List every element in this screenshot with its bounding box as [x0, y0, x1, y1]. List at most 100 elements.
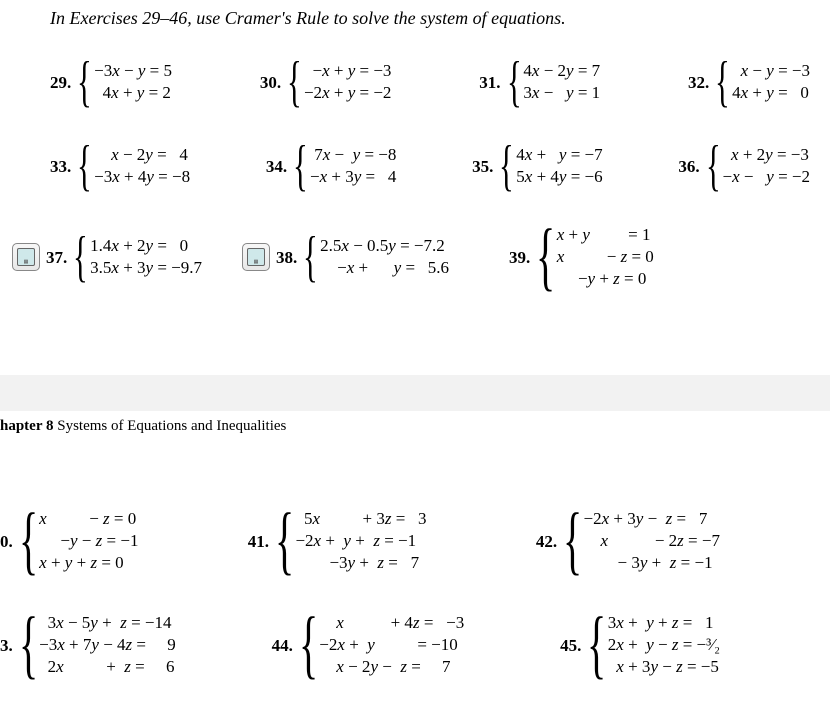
system: 4x − 2y = 7 3x − y = 1 [523, 60, 600, 104]
eq-line: x − z = 0 [557, 246, 654, 268]
eq-line: 4x + y = 0 [732, 82, 810, 104]
system: 2.5x − 0.5y = −7.2 −x + y = 5.6 [320, 235, 449, 279]
eq-line: 3x − y = 1 [523, 82, 600, 104]
eq-line: −2x + y + z = −1 [295, 530, 426, 552]
section-separator [0, 375, 830, 411]
row-37-39: ▦ 37. { 1.4x + 2y = 0 3.5x + 3y = −9.7 ▦… [12, 224, 822, 290]
problem-41: 41. { 5x + 3z = 3 −2x + y + z = −1 −3y +… [248, 508, 427, 574]
eq-line: 1.4x + 2y = 0 [90, 235, 202, 257]
system: x − 2y = 4 −3x + 4y = −8 [94, 144, 190, 188]
problem-43: 3. { 3x − 5y + z = −14 −3x + 7y − 4z = 9… [0, 612, 176, 678]
eq-line: −x + y = −3 [304, 60, 391, 82]
eq-line: −2x + y = −10 [319, 634, 464, 656]
system: 5x + 3z = 3 −2x + y + z = −1 −3y + z = 7 [295, 508, 426, 574]
problem-number: 29. [50, 73, 71, 93]
problem-number: 33. [50, 157, 71, 177]
problem-number: 35. [472, 157, 493, 177]
eq-line: x + 3y − z = −5 [608, 656, 720, 678]
problem-42: 42. { −2x + 3y − z = 7 x − 2z = −7 − 3y … [536, 508, 720, 574]
row-29-32: 29. { −3x − y = 5 4x + y = 2 30. { −x + … [50, 60, 810, 104]
calculator-icon: ▦ [242, 243, 270, 271]
row-40-42: 0. { x − z = 0 −y − z = −1 x + y + z = 0… [0, 508, 720, 574]
system: x + 4z = −3 −2x + y = −10 x − 2y − z = 7 [319, 612, 464, 678]
problem-37: ▦ 37. { 1.4x + 2y = 0 3.5x + 3y = −9.7 [12, 235, 202, 279]
system: x − y = −3 4x + y = 0 [732, 60, 810, 104]
problem-number: 32. [688, 73, 709, 93]
eq-line: 7x − y = −8 [310, 144, 396, 166]
system: x + 2y = −3 −x − y = −2 [723, 144, 810, 188]
chapter-title: Systems of Equations and Inequalities [53, 418, 286, 434]
eq-line: 3.5x + 3y = −9.7 [90, 257, 202, 279]
calculator-icon: ▦ [12, 243, 40, 271]
eq-line: − 3y + z = −1 [584, 552, 720, 574]
eq-line: −y + z = 0 [557, 268, 654, 290]
row-33-36: 33. { x − 2y = 4 −3x + 4y = −8 34. { 7x … [50, 144, 810, 188]
system: −x + y = −3 −2x + y = −2 [304, 60, 391, 104]
problem-40: 0. { x − z = 0 −y − z = −1 x + y + z = 0 [0, 508, 138, 574]
problem-29: 29. { −3x − y = 5 4x + y = 2 [50, 60, 172, 104]
eq-line: −2x + 3y − z = 7 [584, 508, 720, 530]
problem-number: 37. [46, 248, 67, 268]
system: x + y = 1 x − z = 0 −y + z = 0 [557, 224, 654, 290]
problem-36: 36. { x + 2y = −3 −x − y = −2 [678, 144, 810, 188]
eq-line: x + 2y = −3 [723, 144, 810, 166]
eq-line: −3x + 4y = −8 [94, 166, 190, 188]
problem-number: 42. [536, 532, 557, 552]
eq-line: x + y = 1 [557, 224, 654, 246]
eq-line: −3x + 7y − 4z = 9 [39, 634, 176, 656]
eq-line: −x + 3y = 4 [310, 166, 396, 188]
eq-line: 3x + y + z = 1 [608, 612, 720, 634]
problem-33: 33. { x − 2y = 4 −3x + 4y = −8 [50, 144, 190, 188]
system: 3x − 5y + z = −14 −3x + 7y − 4z = 9 2x +… [39, 612, 176, 678]
eq-line: x − z = 0 [39, 508, 138, 530]
system: 7x − y = −8 −x + 3y = 4 [310, 144, 396, 188]
eq-line: −3y + z = 7 [295, 552, 426, 574]
problem-number: 45. [560, 636, 581, 656]
eq-line: 4x − 2y = 7 [523, 60, 600, 82]
system: 3x + y + z = 1 2x + y − z = −³⁄₂ x + 3y … [608, 612, 720, 678]
problem-number: 41. [248, 532, 269, 552]
problem-30: 30. { −x + y = −3 −2x + y = −2 [260, 60, 392, 104]
eq-line: x − 2y = 4 [94, 144, 190, 166]
eq-line: 2x + z = 6 [39, 656, 176, 678]
problem-35: 35. { 4x + y = −7 5x + 4y = −6 [472, 144, 603, 188]
eq-line: x − y = −3 [732, 60, 810, 82]
system: x − z = 0 −y − z = −1 x + y + z = 0 [39, 508, 138, 574]
eq-line: −2x + y = −2 [304, 82, 391, 104]
chapter-header: hapter 8 Systems of Equations and Inequa… [0, 418, 286, 435]
eq-line: x + y + z = 0 [39, 552, 138, 574]
problem-number: 34. [266, 157, 287, 177]
eq-line: 5x + 4y = −6 [516, 166, 602, 188]
problem-34: 34. { 7x − y = −8 −x + 3y = 4 [266, 144, 397, 188]
problem-38: ▦ 38. { 2.5x − 0.5y = −7.2 −x + y = 5.6 [242, 235, 449, 279]
problem-number: 38. [276, 248, 297, 268]
problem-number: 39. [509, 248, 530, 268]
problem-31: 31. { 4x − 2y = 7 3x − y = 1 [479, 60, 600, 104]
eq-line: 2x + y − z = −³⁄₂ [608, 634, 720, 656]
eq-line: −3x − y = 5 [94, 60, 172, 82]
eq-line: 5x + 3z = 3 [295, 508, 426, 530]
eq-line: −x − y = −2 [723, 166, 810, 188]
problem-39: 39. { x + y = 1 x − z = 0 −y + z = 0 [509, 224, 654, 290]
eq-line: x + 4z = −3 [319, 612, 464, 634]
row-43-45: 3. { 3x − 5y + z = −14 −3x + 7y − 4z = 9… [0, 612, 720, 678]
eq-line: 4x + y = −7 [516, 144, 602, 166]
exercise-instructions: In Exercises 29–46, use Cramer's Rule to… [50, 8, 566, 29]
problem-number: 36. [678, 157, 699, 177]
problem-45: 45. { 3x + y + z = 1 2x + y − z = −³⁄₂ x… [560, 612, 720, 678]
problem-44: 44. { x + 4z = −3 −2x + y = −10 x − 2y −… [272, 612, 465, 678]
problem-number: 0. [0, 532, 13, 552]
eq-line: 4x + y = 2 [94, 82, 172, 104]
problem-number: 44. [272, 636, 293, 656]
eq-line: 3x − 5y + z = −14 [39, 612, 176, 634]
eq-line: −y − z = −1 [39, 530, 138, 552]
chapter-number-fragment: hapter 8 [0, 418, 53, 434]
system: −2x + 3y − z = 7 x − 2z = −7 − 3y + z = … [584, 508, 720, 574]
system: −3x − y = 5 4x + y = 2 [94, 60, 172, 104]
eq-line: x − 2z = −7 [584, 530, 720, 552]
eq-line: 2.5x − 0.5y = −7.2 [320, 235, 449, 257]
problem-number: 31. [479, 73, 500, 93]
system: 4x + y = −7 5x + 4y = −6 [516, 144, 602, 188]
system: 1.4x + 2y = 0 3.5x + 3y = −9.7 [90, 235, 202, 279]
eq-line: −x + y = 5.6 [320, 257, 449, 279]
